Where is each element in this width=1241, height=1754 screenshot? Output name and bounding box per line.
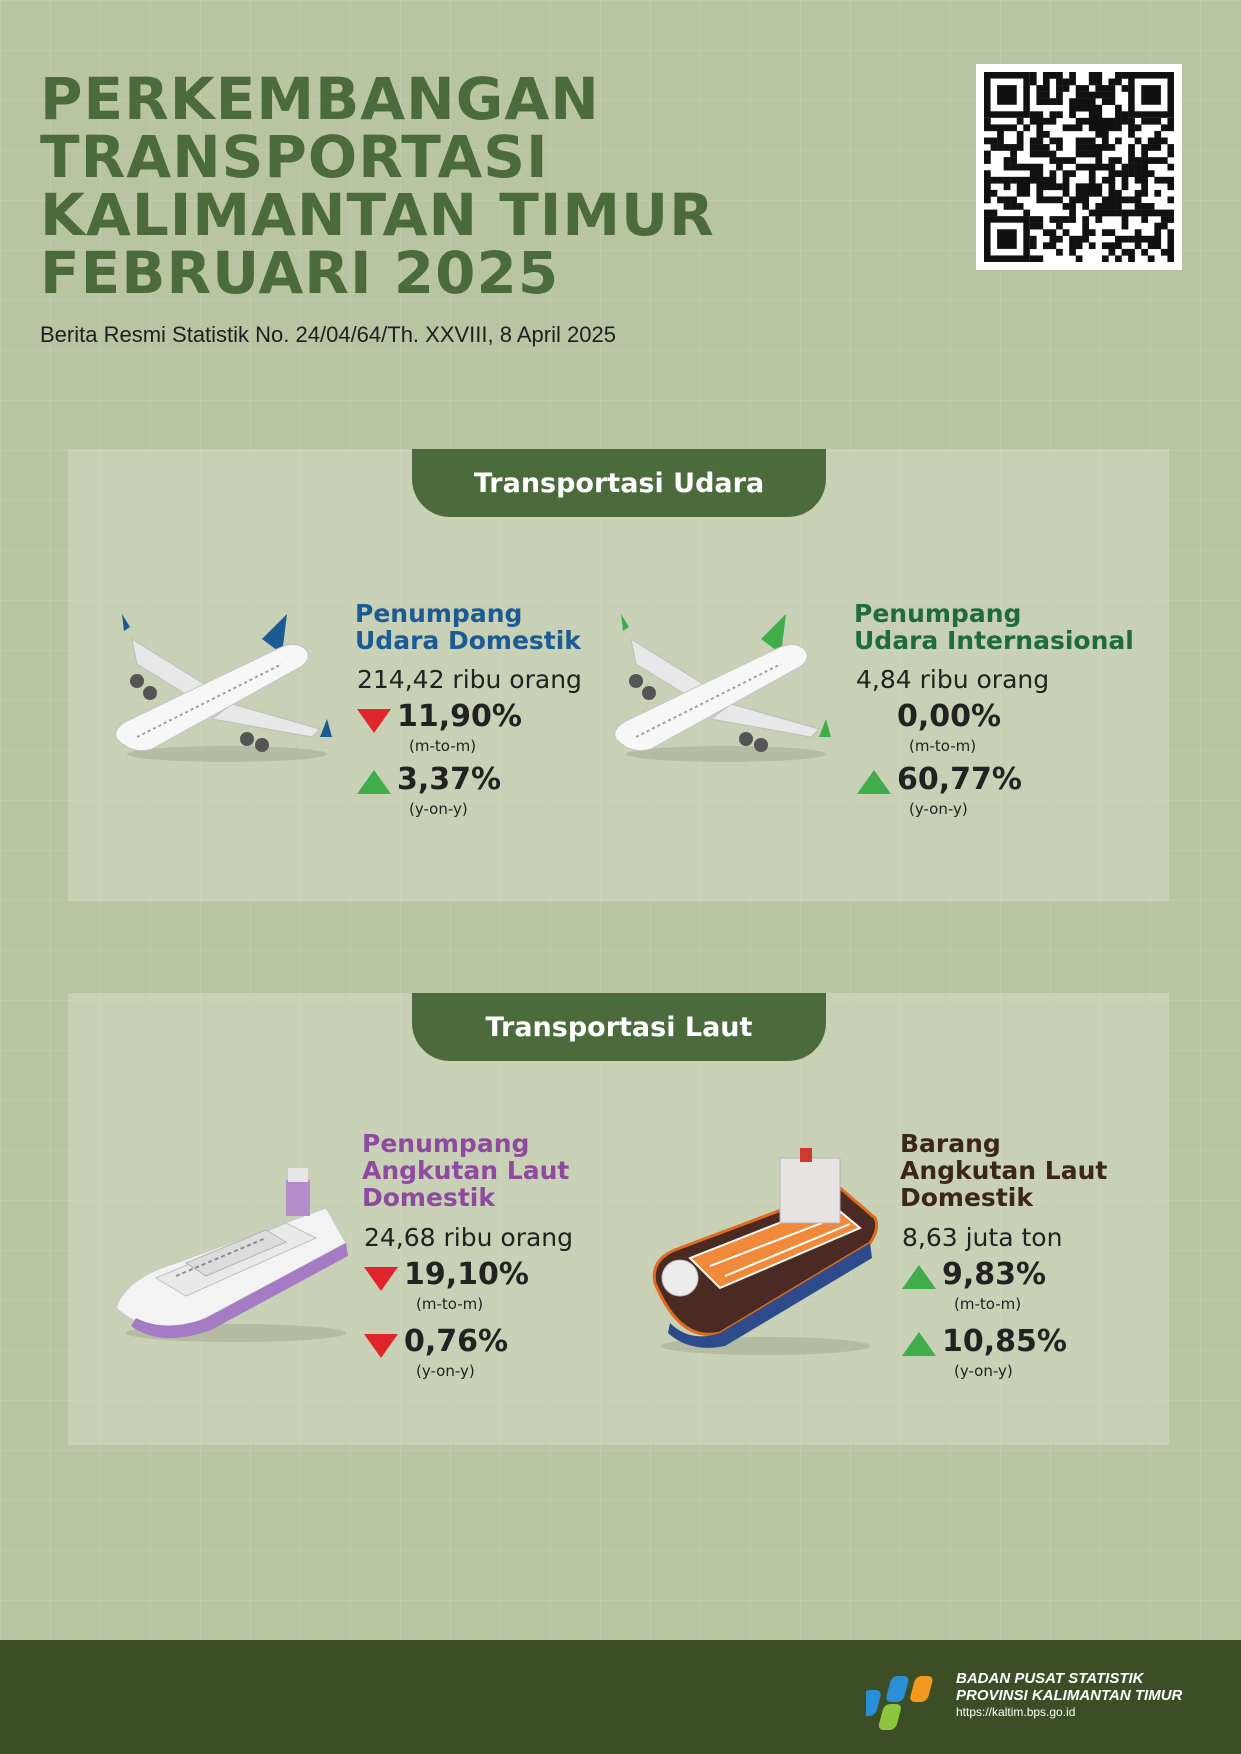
card-title-line: Udara Internasional: [854, 626, 1134, 655]
up-arrow-icon: [357, 770, 391, 794]
section-title-sea: Transportasi Laut: [412, 993, 826, 1061]
title-line: TRANSPORTASI: [40, 123, 549, 191]
card-title-line: Angkutan Laut: [362, 1156, 570, 1185]
title-line: PERKEMBANGAN: [40, 65, 600, 133]
cargo-sea-amount: 8,63 juta ton: [902, 1223, 1063, 1252]
percent-value: 19,10%: [404, 1257, 529, 1292]
org-name: BADAN PUSAT STATISTIK: [956, 1670, 1144, 1687]
card-title-line: Domestik: [900, 1183, 1033, 1212]
card-title-line: Barang: [900, 1129, 1001, 1158]
passenger-ship-icon: [115, 1168, 356, 1352]
international-air-amount: 4,84 ribu orang: [856, 665, 1050, 694]
down-arrow-icon: [364, 1334, 398, 1358]
org-website-link[interactable]: https://kaltim.bps.go.id: [956, 1705, 1076, 1719]
card-title-line: Domestik: [362, 1183, 495, 1212]
down-arrow-icon: [364, 1267, 398, 1291]
qr-code-icon: [984, 72, 1174, 262]
air-transport-panel: Transportasi Udara Penumpang Udara Domes…: [68, 449, 1169, 901]
section-title-air: Transportasi Udara: [412, 449, 826, 517]
domestic-air-amount: 214,42 ribu orang: [357, 665, 582, 694]
domestic-air-title: Penumpang Udara Domestik: [355, 600, 581, 654]
down-arrow-icon: [357, 709, 391, 733]
bps-logo-icon: [858, 1668, 946, 1738]
percent-value: 11,90%: [397, 699, 522, 734]
airplane-icon: [611, 609, 841, 773]
percent-value: 10,85%: [942, 1324, 1067, 1359]
title-line: KALIMANTAN TIMUR: [40, 181, 715, 249]
percent-value: 0,00%: [897, 699, 1002, 734]
card-title-line: Penumpang: [854, 599, 1022, 628]
cargo-sea-title: Barang Angkutan Laut Domestik: [900, 1130, 1107, 1211]
qr-code[interactable]: [976, 64, 1182, 270]
up-arrow-icon: [857, 770, 891, 794]
period-label: (y-on-y): [409, 800, 468, 818]
up-arrow-icon: [902, 1332, 936, 1356]
title-line: FEBRUARI 2025: [40, 239, 560, 307]
period-label: (m-to-m): [909, 737, 977, 755]
period-label: (y-on-y): [954, 1362, 1013, 1380]
card-title-line: Angkutan Laut: [900, 1156, 1108, 1185]
period-label: (m-to-m): [954, 1295, 1022, 1313]
footer: BADAN PUSAT STATISTIK PROVINSI KALIMANTA…: [0, 1640, 1241, 1754]
passenger-sea-amount: 24,68 ribu orang: [364, 1223, 574, 1252]
page-subtitle: Berita Resmi Statistik No. 24/04/64/Th. …: [40, 322, 616, 347]
cargo-ship-icon: [650, 1148, 880, 1362]
passenger-sea-title: Penumpang Angkutan Laut Domestik: [362, 1130, 569, 1211]
period-label: (y-on-y): [909, 800, 968, 818]
percent-value: 9,83%: [942, 1257, 1047, 1292]
card-title-line: Udara Domestik: [355, 626, 581, 655]
period-label: (m-to-m): [416, 1295, 484, 1313]
international-air-title: Penumpang Udara Internasional: [854, 600, 1134, 654]
page-title: PERKEMBANGAN TRANSPORTASI KALIMANTAN TIM…: [40, 70, 715, 302]
period-label: (y-on-y): [416, 1362, 475, 1380]
percent-value: 3,37%: [397, 762, 502, 797]
period-label: (m-to-m): [409, 737, 477, 755]
org-province: PROVINSI KALIMANTAN TIMUR: [956, 1687, 1183, 1704]
card-title-line: Penumpang: [355, 599, 523, 628]
airplane-icon: [112, 609, 342, 773]
footer-org-info: BADAN PUSAT STATISTIK PROVINSI KALIMANTA…: [956, 1670, 1182, 1720]
up-arrow-icon: [902, 1265, 936, 1289]
sea-transport-panel: Transportasi Laut Penumpang Angkutan Lau…: [68, 993, 1169, 1445]
percent-value: 60,77%: [897, 762, 1022, 797]
card-title-line: Penumpang: [362, 1129, 530, 1158]
percent-value: 0,76%: [404, 1324, 509, 1359]
